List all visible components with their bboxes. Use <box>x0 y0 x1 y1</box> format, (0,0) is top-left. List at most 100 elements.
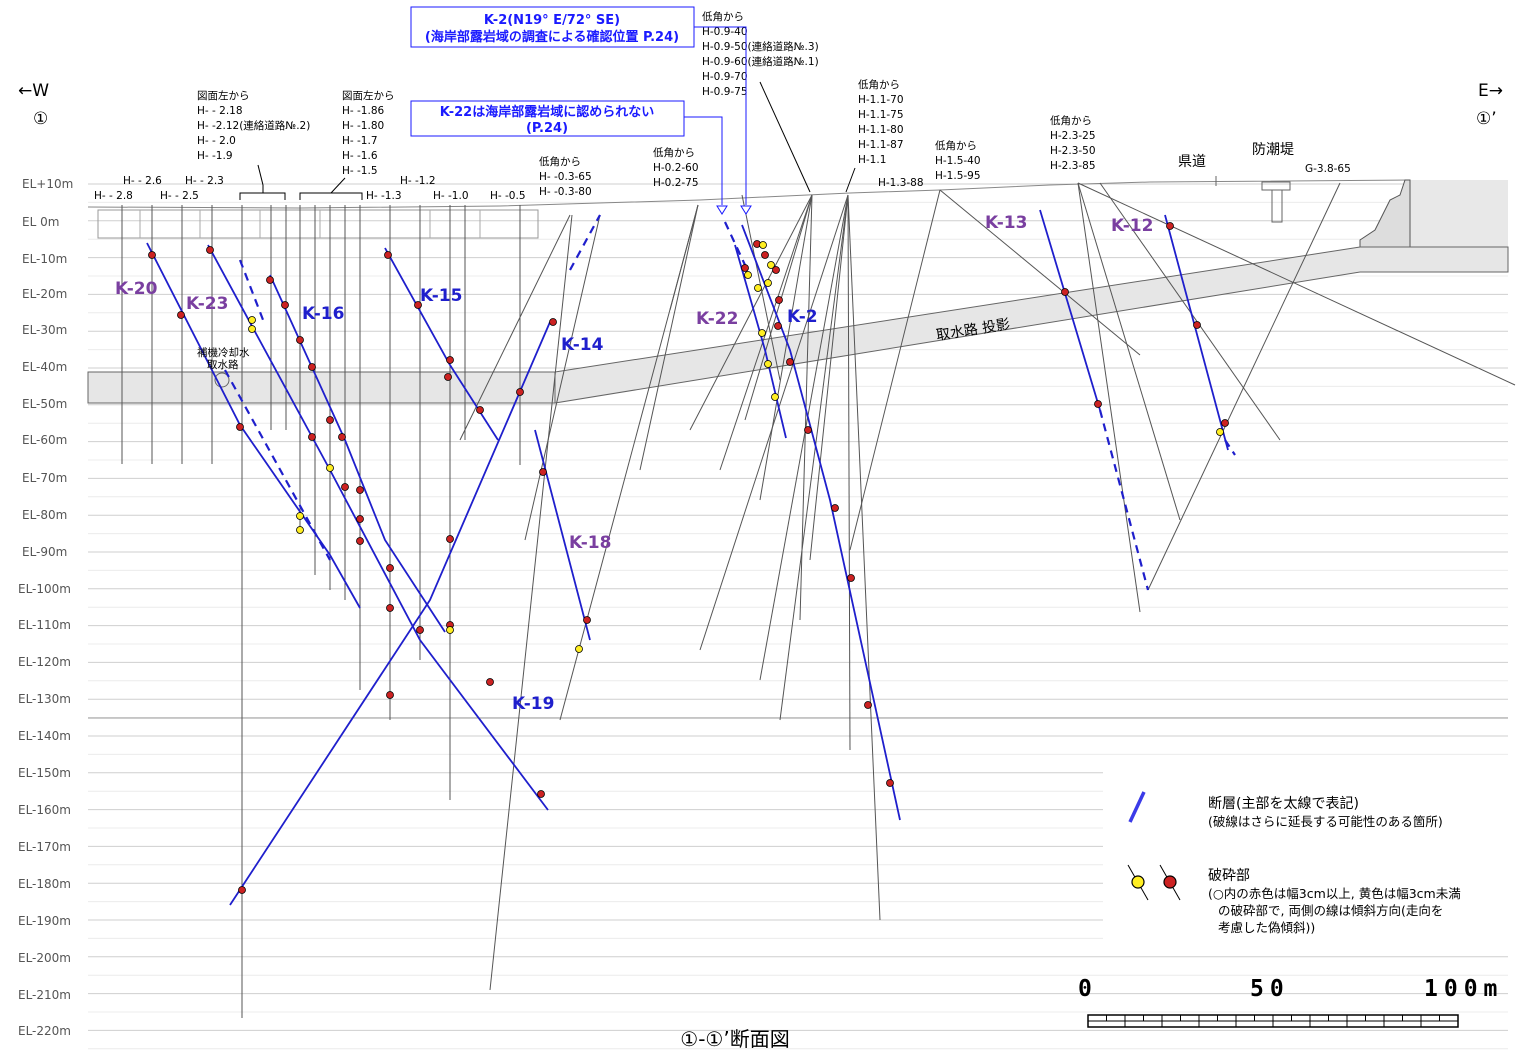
bh-label: H- -0.3-80 <box>539 186 592 198</box>
crush-zone-narrow <box>296 512 304 520</box>
crush-zone-narrow <box>754 284 762 292</box>
crush-zone-wide <box>341 483 349 491</box>
fault-line <box>146 242 361 609</box>
road-label: 県道 <box>1178 154 1206 170</box>
fault-dashed <box>238 259 267 326</box>
fault-labels: K-20 K-23 K-16 K-15 K-14 K-18 K-19 K-22 … <box>115 213 1153 714</box>
fault-label-k19: K-19 <box>512 694 554 714</box>
elev-label: EL-100m <box>18 582 71 596</box>
crush-zones <box>148 222 1229 894</box>
elev-label: EL-160m <box>18 803 71 817</box>
fault-label-k15: K-15 <box>420 286 462 306</box>
crush-zone-wide <box>804 426 812 434</box>
borehole-inclined <box>669 204 699 311</box>
elev-label: EL-120m <box>18 655 71 669</box>
crush-zone-wide <box>414 301 422 309</box>
bh-label: H- - 2.0 <box>197 135 236 147</box>
crush-zone-wide <box>583 616 591 624</box>
crush-zone-narrow <box>744 271 752 279</box>
faults <box>146 209 1236 906</box>
crush-zone-wide <box>864 701 872 709</box>
fault-label-k20: K-20 <box>115 279 158 299</box>
structure-cells <box>139 210 481 238</box>
bh-label: 低角から <box>935 139 977 152</box>
elev-label: EL-180m <box>18 877 71 891</box>
crush-zone-wide <box>386 691 394 699</box>
bh-label: H- - 2.8 <box>94 190 133 202</box>
elev-label: EL-30m <box>22 323 67 337</box>
borehole-inclined <box>744 194 813 421</box>
crush-zone-narrow <box>767 261 775 269</box>
crush-zone-narrow <box>771 393 779 401</box>
seawall-label: 防潮堤 <box>1252 142 1294 158</box>
bh-label: 低角から <box>702 10 744 23</box>
elev-label: EL-40m <box>22 360 67 374</box>
bh-label: H-0.9-60(連絡道路№.1) <box>702 55 819 68</box>
crush-zone-wide <box>761 251 769 259</box>
crush-zone-wide <box>1061 288 1069 296</box>
borehole-inclined <box>1077 182 1141 613</box>
crush-zone-narrow <box>759 241 767 249</box>
elev-label: EL-200m <box>18 951 71 965</box>
crush-zone-narrow <box>446 626 454 634</box>
aux-intake-circle <box>214 372 230 388</box>
crush-zone-wide <box>356 515 364 523</box>
bh-label: H- - 2.18 <box>197 105 243 117</box>
bh-label: H-1.1-70 <box>858 94 904 106</box>
elev-label: EL-220m <box>18 1024 71 1038</box>
fault-line <box>734 244 787 439</box>
crush-zone-wide <box>444 373 452 381</box>
note-k22-line1: K-22は海岸部露岩域に認められない <box>440 104 654 120</box>
elev-label: EL-150m <box>18 766 71 780</box>
elev-label: EL-140m <box>18 729 71 743</box>
aux-intake-label: 取水路 <box>207 358 239 371</box>
elev-label: EL 0m <box>22 215 59 229</box>
crush-zone-wide <box>741 264 749 272</box>
crush-zone-wide <box>296 336 304 344</box>
crush-zone-narrow <box>764 360 772 368</box>
fault-label-k13: K-13 <box>985 213 1027 233</box>
crush-zone-wide <box>326 416 334 424</box>
aux-intake-label: 補機冷却水 <box>197 346 250 359</box>
crush-zone-narrow <box>296 526 304 534</box>
bh-label: H- -1.5 <box>342 165 378 177</box>
bh-label: 低角から <box>1050 114 1092 127</box>
fault-dashed <box>724 221 746 266</box>
scale-100: 100m <box>1424 976 1503 1002</box>
bh-label: H- -0.5 <box>490 190 526 202</box>
boreholes <box>121 182 1516 1018</box>
bh-label: H- -1.6 <box>342 150 378 162</box>
bh-label: H- -0.3-65 <box>539 171 592 183</box>
crush-zone-wide <box>384 251 392 259</box>
crush-zone-wide <box>238 886 246 894</box>
borehole-inclined <box>779 194 849 721</box>
fault-line <box>229 321 551 906</box>
borehole-inclined <box>1077 182 1181 521</box>
note-k22-line2: (P.24) <box>526 121 568 136</box>
crush-zone-wide <box>356 486 364 494</box>
crush-zone-wide <box>775 296 783 304</box>
diagram-title: ①-①’断面図 <box>680 1027 789 1051</box>
borehole-inclined <box>809 194 849 561</box>
bh-label: H-1.1-80 <box>858 124 904 136</box>
crush-zone-wide <box>831 504 839 512</box>
scale-50: 50 <box>1250 976 1290 1002</box>
east-mark: ①’ <box>1476 109 1497 129</box>
crush-zone-wide <box>786 358 794 366</box>
crush-zone-wide <box>446 356 454 364</box>
borehole-inclined <box>1077 182 1516 386</box>
elev-label: EL-90m <box>22 545 67 559</box>
crush-zone-wide <box>206 246 214 254</box>
bh-label: 図面左から <box>342 89 395 102</box>
legend-crush-note2: の破砕部で, 両側の線は傾斜方向(走向を <box>1218 903 1443 918</box>
fault-line <box>1164 214 1229 451</box>
bh-label: H- -2.12(連絡道路№.2) <box>197 119 310 132</box>
bh-label: H-0.2-60 <box>653 162 699 174</box>
crush-zone-wide <box>386 604 394 612</box>
borehole-inclined <box>699 194 849 651</box>
west-arrow: ←W <box>18 81 49 101</box>
borehole-inclined <box>719 194 813 471</box>
elev-label: EL-170m <box>18 840 71 854</box>
borehole-inclined <box>847 194 851 751</box>
label-brackets <box>239 81 856 200</box>
